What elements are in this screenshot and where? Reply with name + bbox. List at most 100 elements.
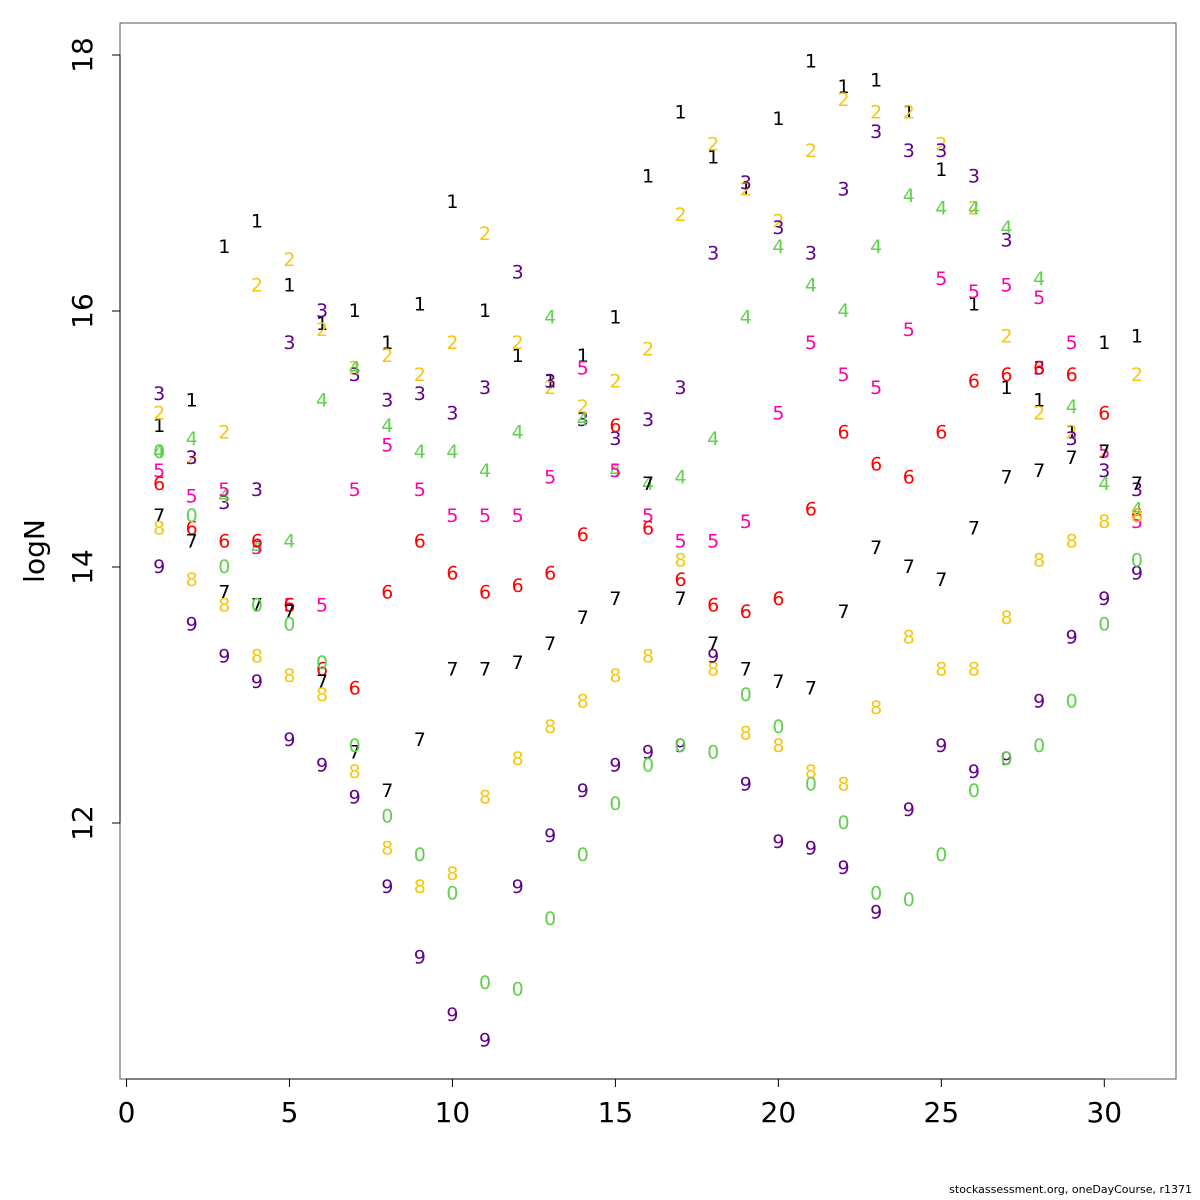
data-point-series-4: 4 bbox=[1066, 396, 1078, 418]
data-point-series-7: 7 bbox=[675, 588, 687, 610]
data-point-series-5: 5 bbox=[707, 530, 719, 552]
data-point-series-4: 4 bbox=[1131, 498, 1143, 520]
data-point-series-4: 4 bbox=[479, 460, 491, 482]
data-point-series-9: 9 bbox=[1098, 588, 1110, 610]
data-point-series-9: 9 bbox=[251, 671, 263, 693]
data-point-series-7: 7 bbox=[1033, 460, 1045, 482]
data-point-series-8: 8 bbox=[349, 761, 361, 783]
data-point-series-0: 0 bbox=[968, 780, 980, 802]
data-point-series-5: 5 bbox=[316, 594, 328, 616]
data-point-series-9: 9 bbox=[968, 761, 980, 783]
data-point-series-8: 8 bbox=[1131, 505, 1143, 527]
data-point-series-4: 4 bbox=[1033, 268, 1045, 290]
data-point-series-6: 6 bbox=[675, 569, 687, 591]
data-point-series-1: 1 bbox=[283, 274, 295, 296]
data-point-series-3: 3 bbox=[446, 402, 458, 424]
data-point-series-0: 0 bbox=[1098, 614, 1110, 636]
data-point-series-1: 1 bbox=[414, 294, 426, 316]
data-point-series-6: 6 bbox=[935, 422, 947, 444]
data-point-series-8: 8 bbox=[446, 863, 458, 885]
data-point-series-0: 0 bbox=[414, 844, 426, 866]
data-point-series-6: 6 bbox=[283, 594, 295, 616]
x-tick-label: 5 bbox=[281, 1096, 299, 1129]
data-point-series-0: 0 bbox=[153, 441, 165, 463]
data-point-series-1: 1 bbox=[838, 76, 850, 98]
data-point-series-6: 6 bbox=[1066, 364, 1078, 386]
data-point-series-4: 4 bbox=[381, 415, 393, 437]
data-point-series-7: 7 bbox=[935, 569, 947, 591]
data-point-series-4: 4 bbox=[968, 198, 980, 220]
data-point-series-3: 3 bbox=[870, 121, 882, 143]
data-point-series-5: 5 bbox=[446, 505, 458, 527]
data-point-series-9: 9 bbox=[186, 614, 198, 636]
data-point-series-1: 1 bbox=[903, 102, 915, 124]
data-point-series-4: 4 bbox=[707, 428, 719, 450]
data-point-series-1: 1 bbox=[1066, 422, 1078, 444]
data-point-series-1: 1 bbox=[186, 390, 198, 412]
data-point-series-6: 6 bbox=[772, 588, 784, 610]
data-point-series-7: 7 bbox=[381, 780, 393, 802]
data-point-series-8: 8 bbox=[903, 626, 915, 648]
x-tick-label: 25 bbox=[924, 1096, 960, 1129]
footer-credit: stockassessment.org, oneDayCourse, r1371 bbox=[949, 1183, 1192, 1196]
data-point-series-3: 3 bbox=[544, 370, 556, 392]
y-tick-label: 14 bbox=[66, 549, 99, 585]
data-point-series-9: 9 bbox=[609, 754, 621, 776]
data-point-series-0: 0 bbox=[1066, 690, 1078, 712]
data-point-series-0: 0 bbox=[642, 754, 654, 776]
data-point-series-9: 9 bbox=[316, 754, 328, 776]
data-point-series-6: 6 bbox=[218, 530, 230, 552]
data-point-series-5: 5 bbox=[349, 479, 361, 501]
data-point-series-5: 5 bbox=[1098, 441, 1110, 463]
data-point-series-3: 3 bbox=[1098, 460, 1110, 482]
data-point-series-5: 5 bbox=[1000, 274, 1012, 296]
data-point-series-0: 0 bbox=[251, 594, 263, 616]
data-point-series-1: 1 bbox=[251, 210, 263, 232]
data-point-series-4: 4 bbox=[805, 274, 817, 296]
data-point-series-8: 8 bbox=[218, 594, 230, 616]
data-point-series-3: 3 bbox=[707, 242, 719, 264]
data-point-series-6: 6 bbox=[186, 518, 198, 540]
data-point-series-5: 5 bbox=[251, 537, 263, 559]
data-point-series-7: 7 bbox=[1131, 473, 1143, 495]
data-point-series-9: 9 bbox=[414, 946, 426, 968]
data-point-series-7: 7 bbox=[1098, 441, 1110, 463]
data-point-series-5: 5 bbox=[186, 486, 198, 508]
data-point-series-7: 7 bbox=[870, 537, 882, 559]
data-point-series-9: 9 bbox=[870, 902, 882, 924]
data-point-series-6: 6 bbox=[870, 454, 882, 476]
data-point-series-8: 8 bbox=[805, 761, 817, 783]
data-point-series-1: 1 bbox=[1000, 377, 1012, 399]
data-point-series-4: 4 bbox=[772, 236, 784, 258]
data-point-series-2: 2 bbox=[642, 338, 654, 360]
data-point-series-5: 5 bbox=[838, 364, 850, 386]
data-point-series-3: 3 bbox=[740, 172, 752, 194]
data-point-series-0: 0 bbox=[870, 882, 882, 904]
data-point-series-3: 3 bbox=[935, 140, 947, 162]
data-point-series-2: 2 bbox=[772, 210, 784, 232]
y-axis-label: logN bbox=[18, 519, 51, 583]
data-point-series-3: 3 bbox=[772, 217, 784, 239]
data-point-series-6: 6 bbox=[316, 658, 328, 680]
data-point-series-7: 7 bbox=[577, 607, 589, 629]
data-point-series-4: 4 bbox=[1098, 473, 1110, 495]
data-point-series-3: 3 bbox=[968, 166, 980, 188]
data-point-series-3: 3 bbox=[479, 377, 491, 399]
data-point-series-5: 5 bbox=[805, 332, 817, 354]
data-point-series-6: 6 bbox=[805, 498, 817, 520]
data-point-series-5: 5 bbox=[675, 530, 687, 552]
data-point-series-5: 5 bbox=[218, 479, 230, 501]
data-point-series-5: 5 bbox=[1131, 511, 1143, 533]
data-point-series-1: 1 bbox=[349, 300, 361, 322]
data-point-series-0: 0 bbox=[186, 505, 198, 527]
data-point-series-1: 1 bbox=[707, 146, 719, 168]
data-point-series-0: 0 bbox=[479, 972, 491, 994]
x-tick-label: 0 bbox=[118, 1096, 136, 1129]
data-point-series-2: 2 bbox=[1098, 441, 1110, 463]
data-point-series-9: 9 bbox=[1131, 562, 1143, 584]
data-point-series-8: 8 bbox=[283, 665, 295, 687]
data-point-series-7: 7 bbox=[316, 671, 328, 693]
data-point-series-3: 3 bbox=[349, 364, 361, 386]
data-point-series-4: 4 bbox=[740, 306, 752, 328]
